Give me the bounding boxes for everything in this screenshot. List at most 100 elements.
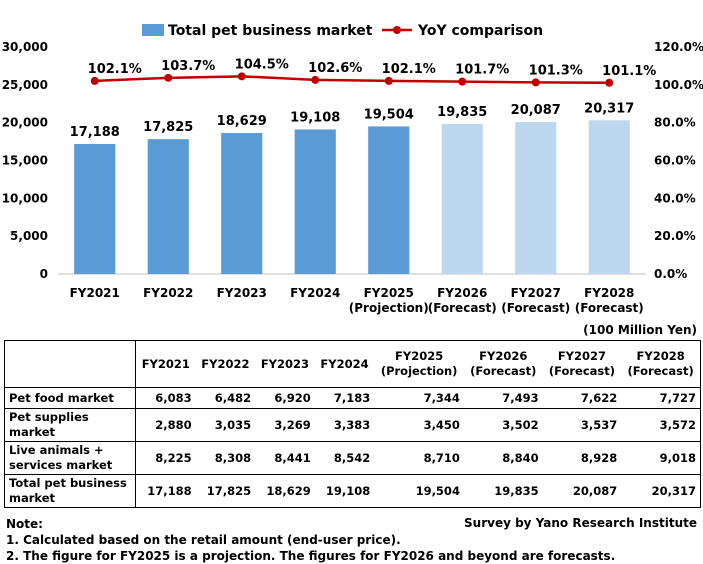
table-row-label: Pet supplies market: [4, 408, 136, 442]
table-cell: 8,710: [374, 441, 464, 475]
legend-bar-label: Total pet business market: [168, 23, 373, 39]
table-cell: 18,629: [255, 474, 315, 508]
bar: [221, 133, 263, 274]
table-cell: 8,840: [463, 441, 543, 475]
table-row-label: Total pet business market: [4, 474, 136, 508]
y-tick-label: 25,000: [2, 78, 48, 92]
table-row-label: Live animals + services market: [4, 441, 136, 475]
bar: [294, 129, 336, 274]
table-cell: 3,269: [255, 408, 315, 442]
x-tick-label: FY2021: [70, 286, 120, 300]
notes: Note: 1. Calculated based on the retail …: [6, 516, 615, 564]
x-tick-label: FY2028: [584, 286, 634, 300]
table-cell: 8,928: [542, 441, 622, 475]
y2-tick-label: 60.0%: [654, 154, 696, 168]
table-header-cell: FY2021: [135, 340, 196, 388]
data-table: FY2021 FY2022 FY2023 FY2024 FY2025 (Proj…: [4, 340, 702, 508]
bar-value-label: 17,188: [70, 125, 120, 140]
table-cell: 17,825: [195, 474, 256, 508]
bar-value-label: 19,108: [290, 110, 340, 125]
yoy-point: [605, 78, 614, 87]
table-cell: 7,344: [374, 387, 464, 409]
yoy-point: [311, 75, 320, 84]
source-credit: Survey by Yano Research Institute: [464, 516, 697, 530]
table-row-label: Pet food market: [4, 387, 136, 409]
bar: [515, 122, 557, 275]
table-row: Total pet business market 17,188 17,825 18,…: [4, 474, 702, 508]
table-cell: 3,450: [374, 408, 464, 442]
yoy-value-label: 102.1%: [382, 62, 436, 77]
table-header-row: FY2021 FY2022 FY2023 FY2024 FY2025 (Proj…: [4, 340, 702, 388]
bar-value-label: 20,317: [584, 101, 634, 116]
table-cell: 7,493: [463, 387, 543, 409]
yoy-point: [384, 76, 393, 85]
table-header-cell: FY2024: [314, 340, 375, 388]
yoy-point: [237, 72, 246, 81]
y2-tick-label: 20.0%: [654, 229, 696, 243]
y-tick-label: 5,000: [10, 229, 48, 243]
yoy-value-label: 102.6%: [308, 61, 362, 76]
table-cell: 8,308: [195, 441, 256, 475]
table-header-cell: FY2026 (Forecast): [463, 340, 543, 388]
table-cell: 20,087: [542, 474, 622, 508]
yoy-value-label: 103.7%: [161, 59, 215, 74]
x-tick-label: FY2022: [143, 286, 193, 300]
table-cell: 8,441: [255, 441, 315, 475]
table-cell: 7,183: [314, 387, 375, 409]
table-cell: 3,537: [542, 408, 622, 442]
table-cell: 3,383: [314, 408, 375, 442]
table-cell: 6,920: [255, 387, 315, 409]
bar-value-label: 18,629: [217, 114, 267, 129]
x-tick-label: (Projection): [349, 301, 429, 315]
bar: [74, 143, 116, 274]
table-cell: 19,504: [374, 474, 464, 508]
x-tick-label: FY2027: [511, 286, 561, 300]
table-header-cell: FY2028 (Forecast): [621, 340, 702, 388]
x-tick-label: (Forecast): [428, 301, 497, 315]
table-cell: 19,835: [463, 474, 543, 508]
x-tick-label: FY2025: [364, 286, 414, 300]
x-tick-label: FY2024: [290, 286, 340, 300]
yoy-point: [531, 78, 540, 87]
notes-title: Note:: [6, 517, 43, 531]
table-cell: 7,622: [542, 387, 622, 409]
yoy-value-label: 104.5%: [235, 57, 289, 72]
y-tick-label: 20,000: [2, 116, 48, 130]
bar-value-label: 17,825: [143, 120, 193, 135]
yoy-point: [90, 76, 99, 85]
x-tick-label: (Forecast): [501, 301, 570, 315]
bar: [588, 120, 630, 274]
y-tick-label: 10,000: [2, 191, 48, 205]
table-corner-cell: [4, 340, 136, 388]
table-header-cell: FY2027 (Forecast): [542, 340, 622, 388]
yoy-value-label: 101.3%: [529, 63, 583, 78]
table-cell: 2,880: [135, 408, 196, 442]
bar: [441, 123, 483, 275]
table-cell: 6,482: [195, 387, 256, 409]
bar-value-label: 19,835: [437, 105, 487, 120]
bar-value-label: 20,087: [511, 103, 561, 118]
table-cell: 3,035: [195, 408, 256, 442]
table-cell: 8,225: [135, 441, 196, 475]
y2-tick-label: 80.0%: [654, 116, 696, 130]
note-line-2: 2. The figure for FY2025 is a projection…: [6, 549, 616, 563]
table-cell: 20,317: [621, 474, 702, 508]
legend-line-label: YoY comparison: [417, 23, 543, 39]
y-tick-label: 0: [40, 267, 48, 281]
yoy-value-label: 101.1%: [602, 64, 656, 79]
table-cell: 9,018: [621, 441, 702, 475]
table-cell: 3,572: [621, 408, 702, 442]
table-row: Pet food market 6,083 6,482 6,920 7,183 7,344…: [4, 387, 702, 409]
y2-tick-label: 40.0%: [654, 191, 696, 205]
y-tick-label: 30,000: [2, 40, 48, 54]
note-line-1: 1. Calculated based on the retail amount…: [6, 533, 401, 547]
pet-market-chart: 0 5,000 10,000 15,000 20,000 25,000 30,000 0.0%…: [2, 23, 703, 315]
table-cell: 3,502: [463, 408, 543, 442]
table-cell: 7,727: [621, 387, 702, 409]
table-header-cell: FY2022: [195, 340, 256, 388]
x-tick-label: FY2023: [217, 286, 267, 300]
table-header-cell: FY2025 (Projection): [374, 340, 464, 388]
x-tick-label: (Forecast): [575, 301, 644, 315]
yoy-value-label: 101.7%: [455, 63, 509, 78]
y-tick-label: 15,000: [2, 154, 48, 168]
